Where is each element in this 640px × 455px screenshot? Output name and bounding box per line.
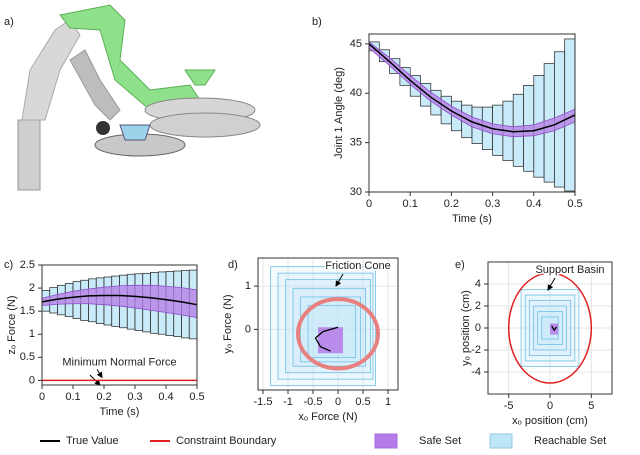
chart: -1.5 -1 -0.5 0 0.5 1 0 1 xₒ Force (N) yₒ Force (N… xyxy=(222,257,399,423)
gripper xyxy=(96,121,110,135)
y-tick-label: 40 xyxy=(350,87,362,99)
y-tick-label: 30 xyxy=(350,186,362,198)
true-value-line xyxy=(314,326,339,352)
y-axis-label: zₒ Force (N) xyxy=(6,295,18,354)
y-tick-label: 1 xyxy=(245,280,251,292)
x-tick-label: 0.2 xyxy=(96,391,111,403)
x-tick-label: 5 xyxy=(588,400,594,412)
y-axis-label: Joint 1 Angle (deg) xyxy=(333,67,345,159)
legend-label: Constraint Boundary xyxy=(176,435,277,447)
x-tick-label: -0.5 xyxy=(304,396,323,408)
x-tick-label: 0.5 xyxy=(189,391,204,403)
plate xyxy=(149,112,261,138)
panel-label: d) xyxy=(228,259,238,271)
y-axis-label: yₒ position (cm) xyxy=(460,290,472,366)
legend-label: True Value xyxy=(66,435,119,447)
boundary-circle xyxy=(507,272,593,384)
cup xyxy=(184,69,216,86)
annotation-arrow xyxy=(96,369,103,379)
y-tick-label: 1.5 xyxy=(20,305,35,317)
y-tick-label: 4 xyxy=(475,278,481,290)
plot-frame xyxy=(368,33,576,193)
x-tick-label: -5 xyxy=(504,400,514,412)
legend-label: Safe Set xyxy=(419,435,461,447)
x-tick-label: 0 xyxy=(335,396,341,408)
x-tick-label: 0 xyxy=(366,198,372,210)
panel-label: a) xyxy=(4,16,14,28)
x-tick-label: 0 xyxy=(39,391,45,403)
boundary-circle xyxy=(296,297,380,371)
annotation: Minimum Normal Force xyxy=(62,356,176,368)
robot-illustration xyxy=(17,4,261,191)
x-axis-label: Time (s) xyxy=(100,406,140,418)
x-tick-label: 0.3 xyxy=(127,391,142,403)
x-tick-label: 0.1 xyxy=(65,391,80,403)
panel-label: e) xyxy=(455,259,465,271)
x-tick-label: 0 xyxy=(547,400,553,412)
chart: -5 0 5 -4 -2 0 2 4 xₒ position (cm) yₒ position (… xyxy=(460,261,613,427)
robot-base xyxy=(17,119,41,191)
y-tick-label: 35 xyxy=(350,137,362,149)
robot-arm-gray xyxy=(69,49,121,121)
x-tick-label: 0.4 xyxy=(526,198,541,210)
x-axis-label: xₒ Force (N) xyxy=(298,411,357,423)
y-tick-label: -4 xyxy=(471,366,481,378)
x-tick-label: 0.3 xyxy=(485,198,500,210)
y-tick-label: 2 xyxy=(475,300,481,312)
panel-label: b) xyxy=(312,16,322,28)
plot-frame xyxy=(487,261,613,395)
legend-swatch xyxy=(489,433,513,449)
y-tick-label: 0 xyxy=(475,322,481,334)
true-value-line xyxy=(551,325,558,332)
y-tick-label: 0 xyxy=(29,374,35,386)
annotation-arrow xyxy=(547,277,556,291)
safe-set xyxy=(318,327,343,354)
robot-arm-gray xyxy=(21,19,81,121)
x-tick-label: 0.5 xyxy=(355,396,370,408)
x-tick-label: -1.5 xyxy=(254,396,273,408)
x-tick-label: 0.4 xyxy=(158,391,173,403)
plot-frame xyxy=(41,264,198,386)
y-tick-label: 0 xyxy=(245,323,251,335)
annotation-arrow xyxy=(335,273,344,287)
x-tick-label: -1 xyxy=(283,396,293,408)
annotation: Friction Cone xyxy=(325,260,390,272)
plot-frame xyxy=(257,257,399,391)
chart: 0 0.1 0.2 0.3 0.4 0.5 30 35 40 45 Time (s) Joint 1 … xyxy=(333,33,583,225)
annotation: Support Basin xyxy=(535,264,604,276)
panel-label: c) xyxy=(4,259,13,271)
x-tick-label: 0.2 xyxy=(444,198,459,210)
cup xyxy=(119,124,151,141)
x-tick-label: 1 xyxy=(385,396,391,408)
y-tick-label: 1 xyxy=(29,328,35,340)
y-tick-label: 2.5 xyxy=(20,259,35,271)
chart: 0 0.1 0.2 0.3 0.4 0.5 0 0.5 1 1.5 2 2.5 Time (s) zₒ F… xyxy=(6,259,205,418)
y-tick-label: 45 xyxy=(350,38,362,50)
true-value-line xyxy=(41,294,198,306)
y-axis-label: yₒ Force (N) xyxy=(222,294,234,353)
true-value-line xyxy=(368,43,576,133)
x-tick-label: 0.5 xyxy=(567,198,582,210)
x-tick-label: 0.1 xyxy=(403,198,418,210)
y-tick-label: 2 xyxy=(29,282,35,294)
x-axis-label: Time (s) xyxy=(452,213,492,225)
legend-label: Reachable Set xyxy=(534,435,606,447)
legend-swatch xyxy=(374,433,398,449)
x-axis-label: xₒ position (cm) xyxy=(512,415,588,427)
y-tick-label: 0.5 xyxy=(20,351,35,363)
y-tick-label: -2 xyxy=(471,344,481,356)
